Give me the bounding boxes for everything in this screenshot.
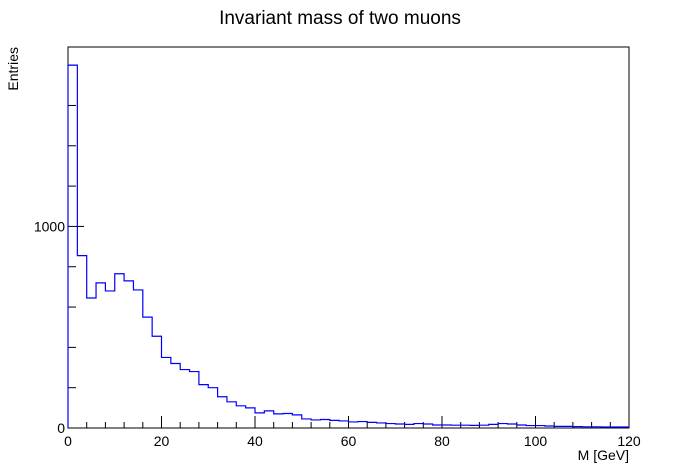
histogram-bin xyxy=(218,397,227,428)
histogram-bin xyxy=(133,290,142,428)
x-tick-label: 60 xyxy=(341,433,357,449)
histogram-bin xyxy=(386,424,395,428)
histogram-bin xyxy=(96,283,105,428)
histogram-bin xyxy=(283,413,292,428)
histogram-bin xyxy=(339,421,348,428)
histogram-bin xyxy=(124,281,133,428)
x-axis-label: M [GeV] xyxy=(578,447,629,463)
histogram-bin xyxy=(190,372,199,428)
histogram-bin xyxy=(423,424,432,428)
chart-title: Invariant mass of two muons xyxy=(219,8,461,29)
histogram-bin xyxy=(105,291,114,428)
histogram-bin xyxy=(208,388,217,428)
histogram-bin xyxy=(395,424,404,428)
histogram-bin xyxy=(143,317,152,428)
y-tick-label: 0 xyxy=(57,420,65,436)
histogram-bin xyxy=(330,420,339,428)
histogram-bin xyxy=(274,414,283,428)
histogram-bin xyxy=(152,336,161,428)
x-tick-label: 0 xyxy=(64,433,72,449)
histogram-bin xyxy=(507,424,516,428)
x-tick-label: 80 xyxy=(434,433,450,449)
plot-frame xyxy=(67,46,630,429)
histogram-bin xyxy=(87,298,96,428)
histogram-bin xyxy=(227,402,236,428)
histogram-bin xyxy=(199,385,208,428)
histogram-bin xyxy=(311,420,320,428)
y-axis-label: Entries xyxy=(5,47,21,91)
histogram-bin xyxy=(115,274,124,428)
histogram-bin xyxy=(367,422,376,428)
y-tick-label: 1000 xyxy=(34,218,65,234)
histogram-outline xyxy=(67,64,629,428)
histogram-bin xyxy=(358,422,367,428)
histogram-bin xyxy=(246,408,255,428)
x-tick-label: 100 xyxy=(524,433,548,449)
histogram-bin xyxy=(377,423,386,428)
histogram-bin xyxy=(264,411,273,428)
histogram-bin xyxy=(498,424,507,428)
histogram-bins xyxy=(67,64,629,428)
histogram-bin xyxy=(77,256,86,428)
histogram-bin xyxy=(349,422,358,428)
axis-ticks xyxy=(67,64,630,429)
histogram-bin xyxy=(162,357,171,428)
x-tick-label: 40 xyxy=(247,433,263,449)
histogram-bin xyxy=(68,65,77,428)
histogram-bin xyxy=(320,420,329,428)
histogram-bin xyxy=(171,363,180,428)
histogram-bin xyxy=(414,424,423,428)
tick-labels: 0 20 40 60 80 100 120 0 1000 xyxy=(34,218,641,449)
histogram-bin xyxy=(292,415,301,428)
histogram-bin xyxy=(255,413,264,428)
histogram-bin xyxy=(180,370,189,428)
x-tick-label: 120 xyxy=(617,433,641,449)
histogram-bin xyxy=(236,406,245,428)
histogram-bin xyxy=(302,419,311,428)
x-tick-label: 20 xyxy=(154,433,170,449)
